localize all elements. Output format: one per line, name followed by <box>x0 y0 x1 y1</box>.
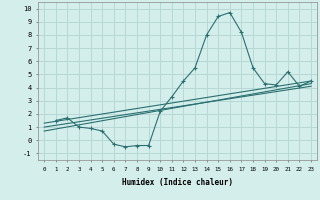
X-axis label: Humidex (Indice chaleur): Humidex (Indice chaleur) <box>122 178 233 186</box>
